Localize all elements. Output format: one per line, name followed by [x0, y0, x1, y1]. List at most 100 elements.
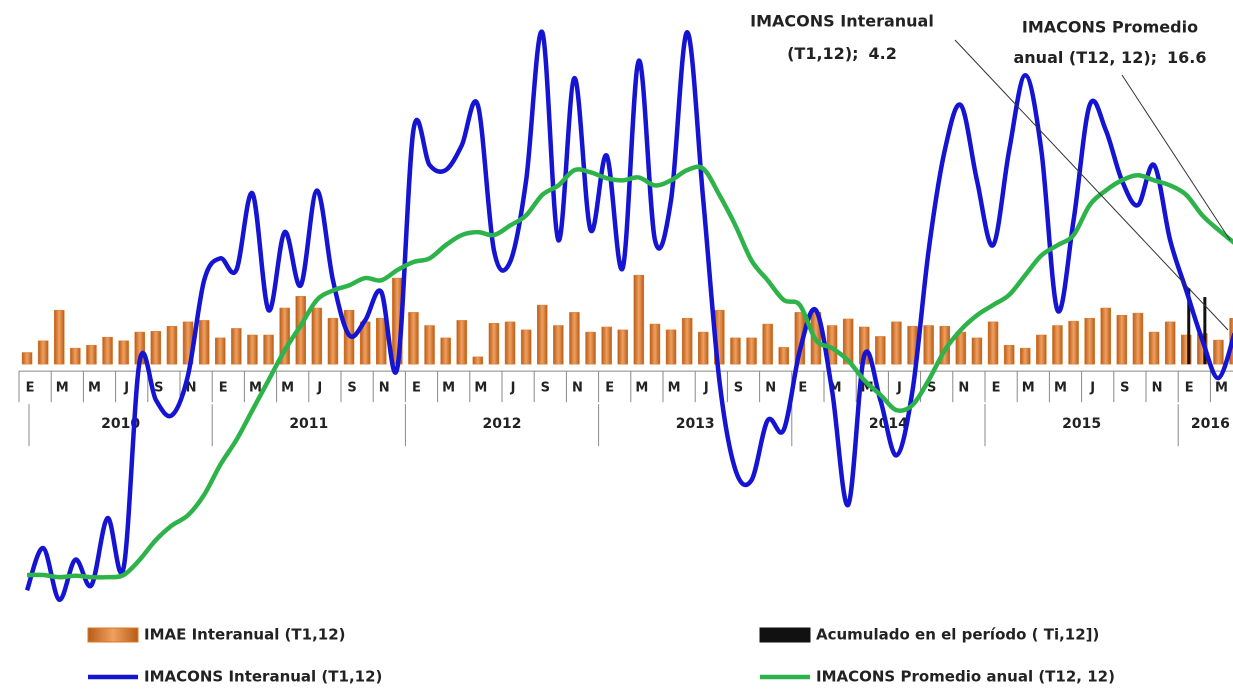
x-tick-label: M: [635, 381, 648, 396]
annotation-value: 16.6: [1167, 48, 1206, 67]
x-tick-label: E: [1185, 381, 1194, 396]
annotation: IMACONS Promedio: [1022, 18, 1198, 37]
bar: [166, 325, 178, 365]
x-tick-label: M: [1215, 381, 1228, 396]
x-tick-label: M: [249, 381, 262, 396]
bar: [698, 331, 709, 365]
bar: [681, 317, 693, 365]
x-tick-label: S: [734, 381, 743, 396]
annotation: IMACONS Interanual: [750, 12, 934, 31]
x-tick-label: M: [442, 381, 455, 396]
bar: [247, 334, 258, 365]
annotation-value: 4.2: [869, 44, 897, 63]
bar: [1068, 320, 1079, 365]
x-tick-label: M: [1022, 381, 1035, 396]
bar: [21, 352, 33, 365]
legend-label: IMAE Interanual (T1,12): [144, 626, 346, 644]
bar: [842, 318, 854, 365]
x-tick-label: E: [992, 381, 1001, 396]
bar: [231, 328, 242, 365]
bar: [1052, 325, 1063, 365]
x-tick-label: S: [1120, 381, 1129, 396]
x-tick-label: E: [219, 381, 228, 396]
x-tick-label: M: [56, 381, 69, 396]
bar: [408, 312, 419, 365]
line: [27, 164, 1233, 580]
x-tick-label: E: [605, 381, 614, 396]
x-tick-label: N: [186, 381, 197, 396]
x-tick-label: N: [572, 381, 583, 396]
bar: [649, 323, 661, 365]
bar: [472, 356, 484, 365]
legend-swatch: [759, 627, 811, 643]
x-tick-label: J: [510, 381, 516, 396]
bar: [778, 347, 789, 365]
x-tick-label: N: [958, 381, 969, 396]
bar: [327, 317, 339, 365]
bar: [102, 336, 113, 365]
legend-label: Acumulado en el período ( Ti,12]): [816, 626, 1099, 644]
bar: [1132, 312, 1144, 365]
x-tick-label: S: [541, 381, 550, 396]
x-group-label: 2016: [1191, 416, 1230, 432]
leader-line: [1121, 74, 1231, 241]
annotation: anual (T12, 12); 16.6: [1013, 48, 1206, 67]
bar: [488, 323, 500, 365]
bar: [633, 274, 645, 365]
bar: [1181, 334, 1192, 365]
x-group-label: 2014: [869, 416, 908, 432]
bar: [440, 337, 451, 365]
bar: [215, 337, 226, 365]
bar: [1116, 315, 1128, 365]
x-tick-label: S: [154, 381, 163, 396]
bar: [537, 304, 548, 365]
lines: [24, 29, 1233, 603]
bar: [601, 326, 612, 365]
legend-swatch: [87, 627, 139, 643]
bar: [118, 340, 129, 365]
x-tick-label: M: [88, 381, 101, 396]
bar: [263, 334, 274, 365]
x-tick-label: J: [703, 381, 709, 396]
bar: [1187, 288, 1191, 365]
x-tick-label: J: [123, 381, 129, 396]
x-tick-label: M: [281, 381, 294, 396]
x-tick-label: S: [347, 381, 356, 396]
x-tick-label: J: [896, 381, 902, 396]
bar: [569, 312, 580, 365]
bar: [424, 325, 435, 365]
bar: [1100, 307, 1111, 365]
x-tick-label: N: [765, 381, 776, 396]
x-tick-label: E: [26, 381, 35, 396]
bar: [553, 325, 564, 365]
x-tick-label: E: [798, 381, 807, 396]
bar: [1003, 344, 1015, 365]
bar: [37, 340, 49, 365]
bar: [987, 321, 999, 365]
x-axis: E M M J S N E M M J S N E M M J S N E M M J S N E M M J S N E M M J S N E M20…: [18, 370, 1233, 447]
line: [24, 29, 1233, 603]
x-tick-label: N: [1152, 381, 1163, 396]
bar: [456, 320, 467, 365]
leader-line: [954, 39, 1229, 331]
legend-label: IMACONS Promedio anual (T12, 12): [816, 668, 1115, 686]
bar: [617, 329, 628, 365]
bar: [1020, 347, 1031, 365]
x-group-label: 2011: [289, 416, 328, 432]
bar: [730, 337, 741, 365]
x-tick-label: M: [668, 381, 681, 396]
bar: [923, 325, 934, 365]
annotation: (T1,12); 4.2: [787, 44, 897, 63]
bar: [279, 307, 290, 365]
bar: [1164, 321, 1176, 365]
bar: [198, 320, 210, 365]
x-tick-label: N: [379, 381, 390, 396]
legend-label: IMACONS Interanual (T1,12): [144, 668, 382, 686]
bar: [311, 307, 323, 365]
bar: [520, 329, 532, 365]
annotation-label: (T1,12);: [787, 44, 858, 63]
x-group-label: 2013: [676, 416, 715, 432]
x-tick-label: J: [1089, 381, 1095, 396]
bar: [665, 329, 677, 365]
